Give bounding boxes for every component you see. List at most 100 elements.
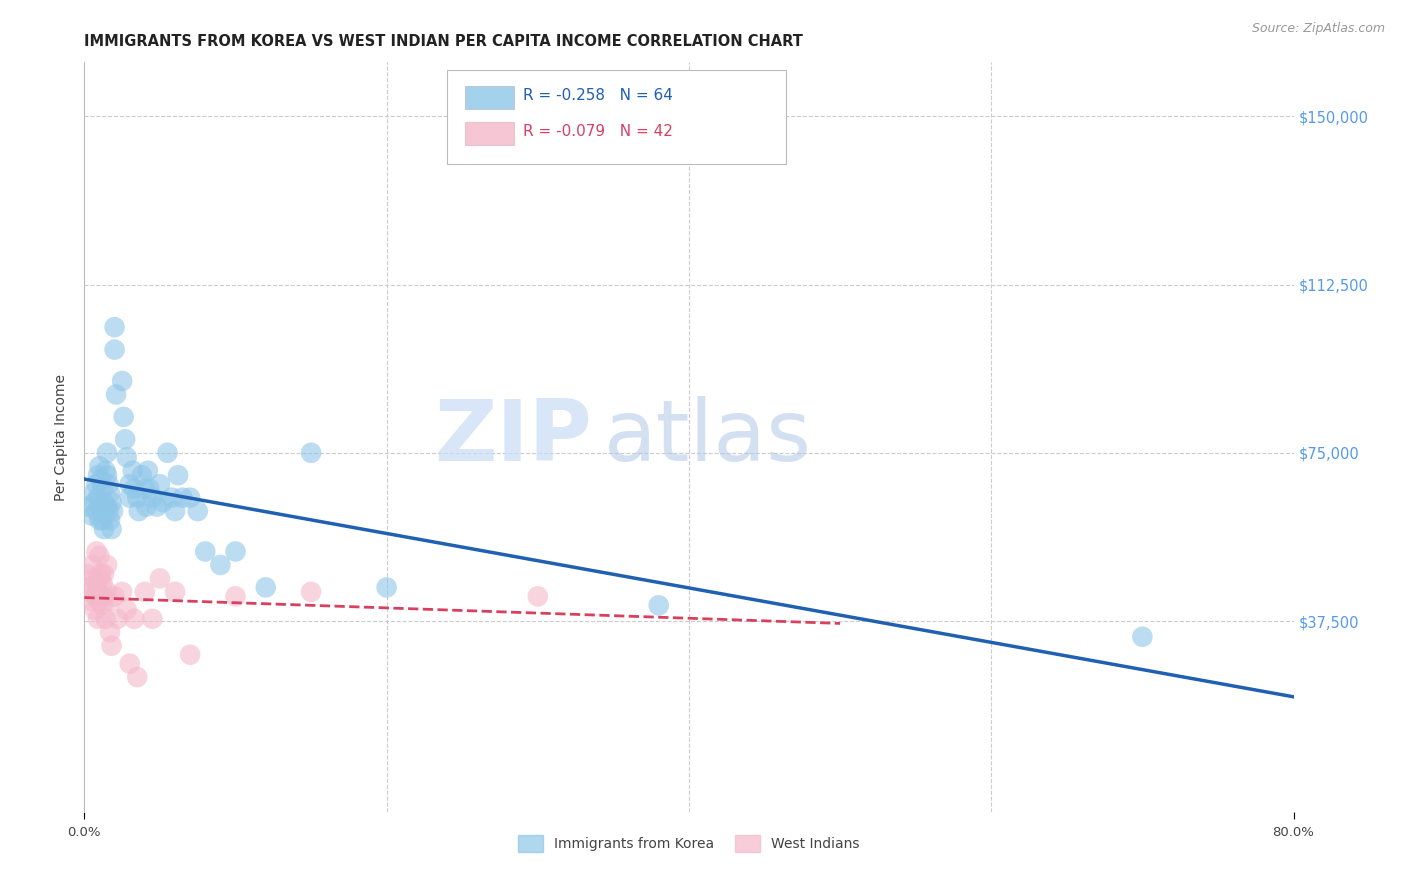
Point xyxy=(149,571,172,585)
Point xyxy=(648,599,671,613)
Text: ZIP: ZIP xyxy=(434,395,592,479)
Point xyxy=(89,549,111,563)
Point xyxy=(141,491,163,505)
Point xyxy=(115,450,138,465)
Point xyxy=(165,585,187,599)
Point xyxy=(299,446,322,460)
Point xyxy=(80,508,103,523)
Point xyxy=(118,657,141,671)
Point xyxy=(100,639,122,653)
Point xyxy=(179,491,201,505)
Point xyxy=(89,459,111,474)
Point xyxy=(90,473,112,487)
Y-axis label: Per Capita Income: Per Capita Income xyxy=(55,374,69,500)
Point xyxy=(111,374,134,388)
Point xyxy=(127,670,149,684)
Point xyxy=(87,468,110,483)
Point xyxy=(134,585,156,599)
Point xyxy=(118,491,141,505)
Point xyxy=(254,581,277,595)
Point xyxy=(118,477,141,491)
Point xyxy=(225,590,247,604)
Point xyxy=(100,522,122,536)
Point xyxy=(87,491,110,505)
Point xyxy=(89,513,111,527)
Point xyxy=(84,590,107,604)
Point xyxy=(91,482,114,496)
Point xyxy=(96,500,118,514)
Text: R = -0.079   N = 42: R = -0.079 N = 42 xyxy=(523,124,673,139)
Legend: Immigrants from Korea, West Indians: Immigrants from Korea, West Indians xyxy=(513,830,865,857)
Point xyxy=(82,486,104,500)
Point xyxy=(89,594,111,608)
Point xyxy=(156,446,179,460)
Point xyxy=(101,504,124,518)
Point xyxy=(93,495,115,509)
Point xyxy=(152,495,174,509)
Point xyxy=(149,477,172,491)
Point xyxy=(527,590,550,604)
Point xyxy=(79,594,101,608)
Point xyxy=(111,585,134,599)
Point xyxy=(98,625,121,640)
Point xyxy=(90,590,112,604)
Point xyxy=(107,612,129,626)
Point xyxy=(93,590,115,604)
Point xyxy=(179,648,201,662)
Point xyxy=(77,500,100,514)
Point xyxy=(134,482,156,496)
Point xyxy=(94,464,117,478)
Point xyxy=(96,446,118,460)
Point xyxy=(115,603,138,617)
Point xyxy=(91,513,114,527)
FancyBboxPatch shape xyxy=(465,87,513,109)
Text: R = -0.258   N = 64: R = -0.258 N = 64 xyxy=(523,88,673,103)
Point xyxy=(141,612,163,626)
Point xyxy=(86,544,108,558)
Point xyxy=(96,558,118,572)
Point xyxy=(127,491,149,505)
Point xyxy=(138,482,160,496)
FancyBboxPatch shape xyxy=(465,122,513,145)
Point xyxy=(86,504,108,518)
Point xyxy=(122,482,145,496)
Text: IMMIGRANTS FROM KOREA VS WEST INDIAN PER CAPITA INCOME CORRELATION CHART: IMMIGRANTS FROM KOREA VS WEST INDIAN PER… xyxy=(84,34,803,49)
Point xyxy=(91,599,114,613)
Point xyxy=(105,387,128,401)
Point xyxy=(87,585,110,599)
Point xyxy=(84,603,107,617)
Point xyxy=(194,544,217,558)
Point xyxy=(104,343,127,357)
FancyBboxPatch shape xyxy=(447,70,786,163)
Point xyxy=(86,477,108,491)
Point xyxy=(167,468,190,483)
Point xyxy=(136,464,159,478)
Point xyxy=(97,594,120,608)
Point xyxy=(112,409,135,424)
Point xyxy=(91,575,114,590)
Point xyxy=(104,590,127,604)
Point xyxy=(1130,630,1153,644)
Point xyxy=(82,571,104,585)
Point xyxy=(114,433,136,447)
Point xyxy=(80,585,103,599)
Point xyxy=(131,468,153,483)
Point xyxy=(84,495,107,509)
Point xyxy=(135,500,157,514)
Point xyxy=(96,468,118,483)
Point xyxy=(100,495,122,509)
Point xyxy=(128,504,150,518)
Text: atlas: atlas xyxy=(605,395,813,479)
Point xyxy=(375,581,398,595)
Point xyxy=(187,504,209,518)
Point xyxy=(160,491,183,505)
Point xyxy=(76,566,98,581)
Point xyxy=(165,504,187,518)
Point xyxy=(299,585,322,599)
Point xyxy=(89,571,111,585)
Point xyxy=(77,581,100,595)
Point xyxy=(93,566,115,581)
Point xyxy=(121,464,143,478)
Text: Source: ZipAtlas.com: Source: ZipAtlas.com xyxy=(1251,22,1385,36)
Point xyxy=(209,558,232,572)
